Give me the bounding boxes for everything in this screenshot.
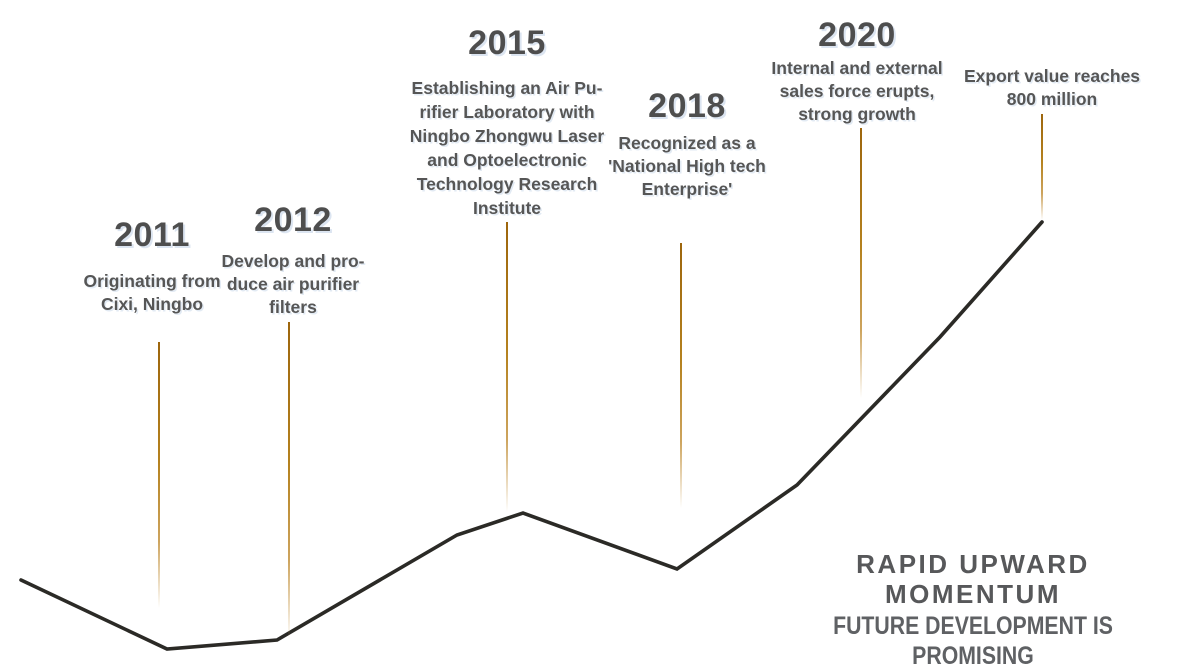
milestone-description-2011: Originating from Cixi, Ningbo [83, 271, 221, 314]
connector-line-export [1041, 114, 1043, 220]
year-label-2011: 2011 [114, 216, 190, 254]
caption-line-1: RAPID UPWARD MOMENTUM [856, 549, 1090, 609]
year-label-2020: 2020 [818, 16, 896, 54]
caption-line-2: FUTURE DEVELOPMENT IS PROMISING [833, 612, 1113, 670]
connector-line-2011 [158, 342, 160, 608]
connector-line-2018 [680, 243, 682, 508]
year-label-2012: 2012 [254, 201, 332, 239]
milestone-2011: 2011 [32, 217, 272, 253]
milestone-description-2012: Develop and pro- duce air purifier filte… [221, 251, 365, 317]
milestone-description-2020: Internal and external sales force erupts… [771, 58, 943, 124]
milestone-2015: 2015 [387, 25, 627, 61]
caption-block: RAPID UPWARD MOMENTUM FUTURE DEVELOPMENT… [773, 549, 1173, 670]
milestone-2018: 2018 [567, 88, 807, 124]
milestone-2020: 2020 [737, 17, 977, 53]
milestone-description-2018: Recognized as a 'National High tech Ente… [608, 133, 766, 199]
connector-line-2015 [506, 222, 508, 512]
growth-polyline [19, 220, 1044, 651]
connector-line-2012 [288, 322, 290, 640]
milestone-description-2015: Establishing an Air Pu- rifier Laborator… [409, 78, 605, 218]
milestone-description-export: Export value reaches 800 million [963, 66, 1141, 109]
milestone-2012: 2012 [173, 202, 413, 238]
connector-line-2020 [860, 128, 862, 398]
year-label-2018: 2018 [648, 87, 726, 125]
year-label-2015: 2015 [468, 24, 546, 62]
